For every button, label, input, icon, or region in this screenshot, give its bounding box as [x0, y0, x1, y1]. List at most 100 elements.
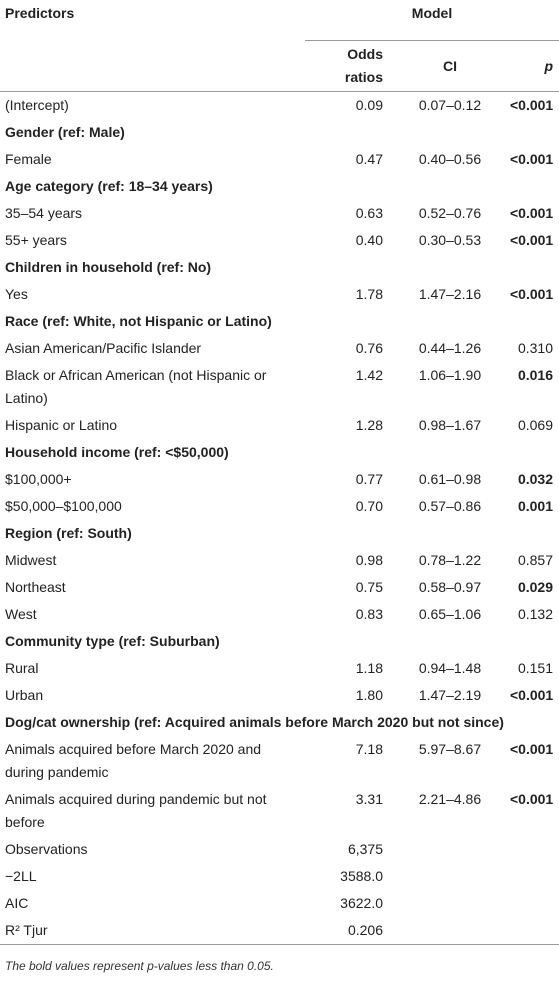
blank [505, 836, 559, 863]
group-label: Region (ref: South) [5, 525, 132, 541]
odds-ratio: 0.70 [355, 498, 383, 514]
confidence-interval: 0.94–1.48 [418, 660, 482, 676]
summary-row: AIC 3622.0 [0, 890, 559, 917]
p-value: 0.069 [517, 417, 554, 433]
table-row: $100,000+ 0.77 0.61–0.98 0.032 [0, 466, 559, 493]
odds-ratio: 1.80 [355, 687, 383, 703]
predictor-label: West [5, 606, 37, 622]
predictor-label: Yes [5, 286, 28, 302]
column-header-row: Odds ratios CI p [0, 40, 559, 92]
p-value: 0.132 [517, 606, 554, 622]
blank [395, 917, 505, 945]
confidence-interval: 0.57–0.86 [418, 498, 482, 514]
table-row: $50,000–$100,000 0.70 0.57–0.86 0.001 [0, 493, 559, 520]
table-row: Children in household (ref: No) [0, 254, 559, 281]
confidence-interval: 0.52–0.76 [418, 205, 482, 221]
odds-ratio: 0.75 [355, 579, 383, 595]
table-row: Region (ref: South) [0, 520, 559, 547]
p-value: <0.001 [510, 286, 554, 302]
table-row: Yes 1.78 1.47–2.16 <0.001 [0, 281, 559, 308]
predictor-label: Female [5, 151, 52, 167]
p-value: 0.857 [517, 552, 554, 568]
p-value: 0.032 [517, 471, 554, 487]
table-row: Asian American/Pacific Islander 0.76 0.44–… [0, 335, 559, 362]
confidence-interval: 0.78–1.22 [418, 552, 482, 568]
table-row: Household income (ref: <$50,000) [0, 439, 559, 466]
summary-row: −2LL 3588.0 [0, 863, 559, 890]
summary-row: Observations 6,375 [0, 836, 559, 863]
p-value: <0.001 [510, 97, 554, 113]
confidence-interval: 0.61–0.98 [418, 471, 482, 487]
p-value: <0.001 [510, 687, 554, 703]
confidence-interval: 1.47–2.19 [418, 687, 482, 703]
table-row: 35–54 years 0.63 0.52–0.76 <0.001 [0, 200, 559, 227]
odds-ratio: 0.09 [355, 97, 383, 113]
blank [395, 890, 505, 917]
p-value: 0.001 [517, 498, 554, 514]
summary-value: 0.206 [305, 917, 395, 945]
confidence-interval: 0.44–1.26 [418, 340, 482, 356]
odds-ratio: 7.18 [355, 741, 383, 757]
predictor-label: Animals acquired during pandemic but not… [5, 791, 267, 830]
group-label: Age category (ref: 18–34 years) [5, 178, 213, 194]
predictor-label: Hispanic or Latino [5, 417, 118, 433]
confidence-interval: 0.58–0.97 [418, 579, 482, 595]
column-header: CI [395, 40, 505, 92]
confidence-interval: 0.65–1.06 [418, 606, 482, 622]
p-value: <0.001 [510, 741, 554, 757]
odds-ratio: 0.77 [355, 471, 383, 487]
group-label: Community type (ref: Suburban) [5, 633, 220, 649]
group-label: Children in household (ref: No) [5, 259, 212, 275]
table-row: Female 0.47 0.40–0.56 <0.001 [0, 146, 559, 173]
odds-ratio: 0.63 [355, 205, 383, 221]
p-value: 0.151 [517, 660, 554, 676]
odds-ratio: 0.76 [355, 340, 383, 356]
odds-ratio: 1.28 [355, 417, 383, 433]
blank [0, 40, 305, 92]
predictor-label: Northeast [5, 579, 66, 595]
confidence-interval: 2.21–4.86 [418, 791, 482, 807]
table-row: 55+ years 0.40 0.30–0.53 <0.001 [0, 227, 559, 254]
table-row: West 0.83 0.65–1.06 0.132 [0, 601, 559, 628]
blank [505, 890, 559, 917]
predictor-label: (Intercept) [5, 97, 69, 113]
predictor-label: Rural [5, 660, 39, 676]
model-header: Model [305, 0, 559, 41]
table-row: Race (ref: White, not Hispanic or Latino… [0, 308, 559, 335]
table-row: Northeast 0.75 0.58–0.97 0.029 [0, 574, 559, 601]
odds-ratio: 3.31 [355, 791, 383, 807]
predictor-label: Asian American/Pacific Islander [5, 340, 202, 356]
table-row: (Intercept) 0.09 0.07–0.12 <0.001 [0, 92, 559, 120]
table-row: Community type (ref: Suburban) [0, 628, 559, 655]
group-label: Gender (ref: Male) [5, 124, 125, 140]
odds-ratio: 1.78 [355, 286, 383, 302]
confidence-interval: 0.07–0.12 [418, 97, 482, 113]
p-value: 0.310 [517, 340, 554, 356]
header-row: Predictors Model [0, 0, 559, 41]
summary-value: 6,375 [347, 841, 383, 857]
table-row: Age category (ref: 18–34 years) [0, 173, 559, 200]
predictor-label: Black or African American (not Hispanic … [5, 367, 267, 406]
p-value: 0.029 [517, 579, 554, 595]
predictor-label: $50,000–$100,000 [5, 498, 122, 514]
summary-value: 3622.0 [340, 895, 383, 911]
table-row: Hispanic or Latino 1.28 0.98–1.67 0.069 [0, 412, 559, 439]
odds-ratio: 1.18 [355, 660, 383, 676]
odds-ratio: 0.40 [355, 232, 383, 248]
table-row: Rural 1.18 0.94–1.48 0.151 [0, 655, 559, 682]
p-value: <0.001 [510, 151, 554, 167]
table-row: Midwest 0.98 0.78–1.22 0.857 [0, 547, 559, 574]
blank [505, 863, 559, 890]
predictor-label: Animals acquired before March 2020 and d… [5, 741, 262, 780]
predictor-label: Urban [5, 687, 44, 703]
odds-ratio: 0.83 [355, 606, 383, 622]
summary-value: 3588.0 [340, 868, 383, 884]
table-row: Gender (ref: Male) [0, 119, 559, 146]
table-row: Animals acquired before March 2020 and d… [0, 736, 559, 786]
table-row: Urban 1.80 1.47–2.19 <0.001 [0, 682, 559, 709]
predictor-label: 55+ years [5, 232, 67, 248]
summary-label: AIC [5, 895, 29, 911]
p-value: <0.001 [510, 791, 554, 807]
group-label: Household income (ref: <$50,000) [5, 444, 229, 460]
